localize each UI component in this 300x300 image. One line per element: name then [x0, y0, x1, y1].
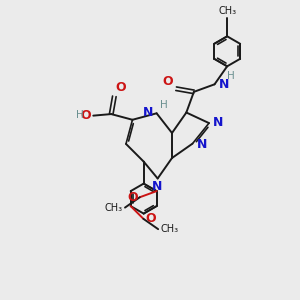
Text: CH₃: CH₃	[105, 202, 123, 213]
Text: N: N	[218, 78, 229, 91]
Text: H: H	[160, 100, 167, 110]
Text: N: N	[196, 138, 207, 151]
Text: O: O	[146, 212, 156, 225]
Text: CH₃: CH₃	[160, 224, 178, 234]
Text: N: N	[213, 116, 224, 129]
Text: N: N	[143, 106, 154, 119]
Text: H: H	[76, 110, 83, 120]
Text: N: N	[152, 181, 162, 194]
Text: H: H	[226, 71, 234, 81]
Text: O: O	[163, 75, 173, 88]
Text: O: O	[81, 109, 91, 122]
Text: O: O	[127, 191, 138, 204]
Text: O: O	[115, 81, 126, 94]
Text: CH₃: CH₃	[218, 6, 236, 16]
